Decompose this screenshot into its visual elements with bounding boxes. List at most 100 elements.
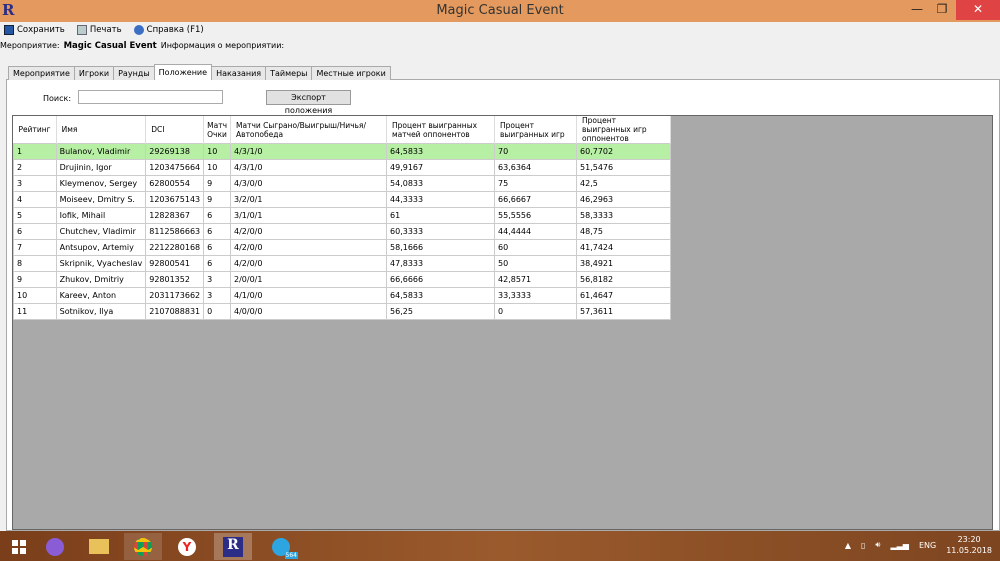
cell-matches[interactable]: 4/3/0/0	[230, 175, 388, 192]
cell-name[interactable]: Antsupov, Artemiy	[55, 239, 147, 256]
start-button[interactable]	[0, 533, 38, 560]
header-omw[interactable]: Процент выигранных матчей оппонентов	[386, 116, 496, 144]
table-row[interactable]: 1 Bulanov, Vladimir 29269138 10 4/3/1/0 64,58…	[13, 143, 672, 160]
clock[interactable]: 23:20 11.05.2018	[946, 534, 992, 556]
cortana-button[interactable]	[36, 533, 74, 560]
cell-matches[interactable]: 4/3/1/0	[230, 159, 388, 176]
cell-name[interactable]: Skripnik, Vyacheslav	[55, 255, 147, 272]
table-row[interactable]: 7 Antsupov, Artemiy 2212280168 6 4/2/0/0 58,1…	[13, 239, 672, 256]
cell-name[interactable]: Bulanov, Vladimir	[55, 143, 147, 160]
cell-rank[interactable]: 11	[13, 303, 57, 320]
cell-ogw[interactable]: 57,3611	[576, 303, 672, 320]
cell-dci[interactable]: 92800541	[145, 255, 205, 272]
cell-name[interactable]: Kareev, Anton	[55, 287, 147, 304]
cell-omw[interactable]: 54,0833	[386, 175, 496, 192]
standings-grid[interactable]: Рейтинг Имя DCI Матч Очки Матчи Сыграно/…	[12, 115, 993, 530]
cell-matches[interactable]: 4/3/1/0	[230, 143, 388, 160]
cell-matches[interactable]: 2/0/0/1	[230, 271, 388, 288]
cell-gw[interactable]: 63,6364	[494, 159, 578, 176]
cell-ogw[interactable]: 58,3333	[576, 207, 672, 224]
cell-dci[interactable]: 1203675143	[145, 191, 205, 208]
chrome-button[interactable]	[124, 533, 162, 560]
cell-ogw[interactable]: 61,4647	[576, 287, 672, 304]
cell-rank[interactable]: 1	[13, 143, 57, 160]
header-rank[interactable]: Рейтинг	[13, 116, 57, 144]
cell-matches[interactable]: 4/0/0/0	[230, 303, 388, 320]
cell-matches[interactable]: 4/2/0/0	[230, 239, 388, 256]
cell-gw[interactable]: 55,5556	[494, 207, 578, 224]
cell-match-points[interactable]: 3	[203, 287, 232, 304]
cell-matches[interactable]: 3/2/0/1	[230, 191, 388, 208]
cell-gw[interactable]: 42,8571	[494, 271, 578, 288]
table-row[interactable]: 5 Iofik, Mihail 12828367 6 3/1/0/1 61 55,5556 5…	[13, 207, 672, 224]
table-row[interactable]: 9 Zhukov, Dmitriy 92801352 3 2/0/0/1 66,6666 4…	[13, 271, 672, 288]
cell-dci[interactable]: 2212280168	[145, 239, 205, 256]
cell-dci[interactable]: 2107088831	[145, 303, 205, 320]
cell-dci[interactable]: 1203475664	[145, 159, 205, 176]
cell-matches[interactable]: 4/2/0/0	[230, 255, 388, 272]
cell-ogw[interactable]: 56,8182	[576, 271, 672, 288]
tab-event[interactable]: Мероприятие	[8, 66, 75, 80]
cell-rank[interactable]: 5	[13, 207, 57, 224]
language-indicator[interactable]: ENG	[918, 540, 937, 550]
table-row[interactable]: 3 Kleymenov, Sergey 62800554 9 4/3/0/0 54,083…	[13, 175, 672, 192]
cell-omw[interactable]: 60,3333	[386, 223, 496, 240]
cell-ogw[interactable]: 60,7702	[576, 143, 672, 160]
cell-rank[interactable]: 6	[13, 223, 57, 240]
telegram-button[interactable]: 564	[262, 533, 300, 560]
cell-dci[interactable]: 12828367	[145, 207, 205, 224]
cell-rank[interactable]: 8	[13, 255, 57, 272]
file-explorer-button[interactable]	[80, 533, 118, 560]
tab-rounds[interactable]: Раунды	[113, 66, 155, 80]
battery-icon[interactable]: ▯	[861, 540, 866, 550]
tab-local-players[interactable]: Местные игроки	[311, 66, 391, 80]
header-gw[interactable]: Процент выигранных игр	[494, 116, 578, 144]
cell-ogw[interactable]: 41,7424	[576, 239, 672, 256]
cell-name[interactable]: Kleymenov, Sergey	[55, 175, 147, 192]
cell-match-points[interactable]: 6	[203, 239, 232, 256]
show-hidden-icons-icon[interactable]: ▲	[844, 540, 852, 550]
header-ogw[interactable]: Процент выигранных игр оппонентов	[576, 116, 672, 144]
export-standings-button[interactable]: Экспорт положения	[266, 90, 351, 115]
cell-omw[interactable]: 56,25	[386, 303, 496, 320]
cell-name[interactable]: Chutchev, Vladimir	[55, 223, 147, 240]
print-button[interactable]: Печать	[76, 23, 122, 37]
cell-omw[interactable]: 66,6666	[386, 271, 496, 288]
cell-omw[interactable]: 58,1666	[386, 239, 496, 256]
cell-ogw[interactable]: 42,5	[576, 175, 672, 192]
cell-gw[interactable]: 70	[494, 143, 578, 160]
cell-name[interactable]: Iofik, Mihail	[55, 207, 147, 224]
header-dci[interactable]: DCI	[145, 116, 205, 144]
volume-icon[interactable]: 🔊︎	[875, 540, 881, 549]
cell-rank[interactable]: 7	[13, 239, 57, 256]
cell-gw[interactable]: 75	[494, 175, 578, 192]
cell-dci[interactable]: 29269138	[145, 143, 205, 160]
cell-rank[interactable]: 9	[13, 271, 57, 288]
minimize-button[interactable]: —	[911, 2, 923, 16]
cell-name[interactable]: Moiseev, Dmitry S.	[55, 191, 147, 208]
maximize-button[interactable]: ❐	[936, 2, 948, 16]
cell-match-points[interactable]: 9	[203, 175, 232, 192]
header-name[interactable]: Имя	[56, 116, 147, 144]
header-match-points[interactable]: Матч Очки	[203, 116, 232, 144]
cell-ogw[interactable]: 38,4921	[576, 255, 672, 272]
cell-ogw[interactable]: 48,75	[576, 223, 672, 240]
cell-rank[interactable]: 2	[13, 159, 57, 176]
cell-omw[interactable]: 47,8333	[386, 255, 496, 272]
cell-gw[interactable]: 33,3333	[494, 287, 578, 304]
help-button[interactable]: Справка (F1)	[133, 23, 204, 37]
table-row[interactable]: 10 Kareev, Anton 2031173662 3 4/1/0/0 64,5833…	[13, 287, 672, 304]
table-row[interactable]: 2 Drujinin, Igor 1203475664 10 4/3/1/0 49,916…	[13, 159, 672, 176]
cell-matches[interactable]: 3/1/0/1	[230, 207, 388, 224]
cell-match-points[interactable]: 6	[203, 207, 232, 224]
cell-name[interactable]: Drujinin, Igor	[55, 159, 147, 176]
table-row[interactable]: 11 Sotnikov, Ilya 2107088831 0 4/0/0/0 56,25 0…	[13, 303, 672, 320]
cell-omw[interactable]: 44,3333	[386, 191, 496, 208]
search-input[interactable]	[78, 90, 223, 104]
cell-name[interactable]: Zhukov, Dmitriy	[55, 271, 147, 288]
tab-penalties[interactable]: Наказания	[211, 66, 267, 80]
cell-gw[interactable]: 0	[494, 303, 578, 320]
cell-omw[interactable]: 64,5833	[386, 287, 496, 304]
cell-omw[interactable]: 49,9167	[386, 159, 496, 176]
cell-name[interactable]: Sotnikov, Ilya	[55, 303, 147, 320]
